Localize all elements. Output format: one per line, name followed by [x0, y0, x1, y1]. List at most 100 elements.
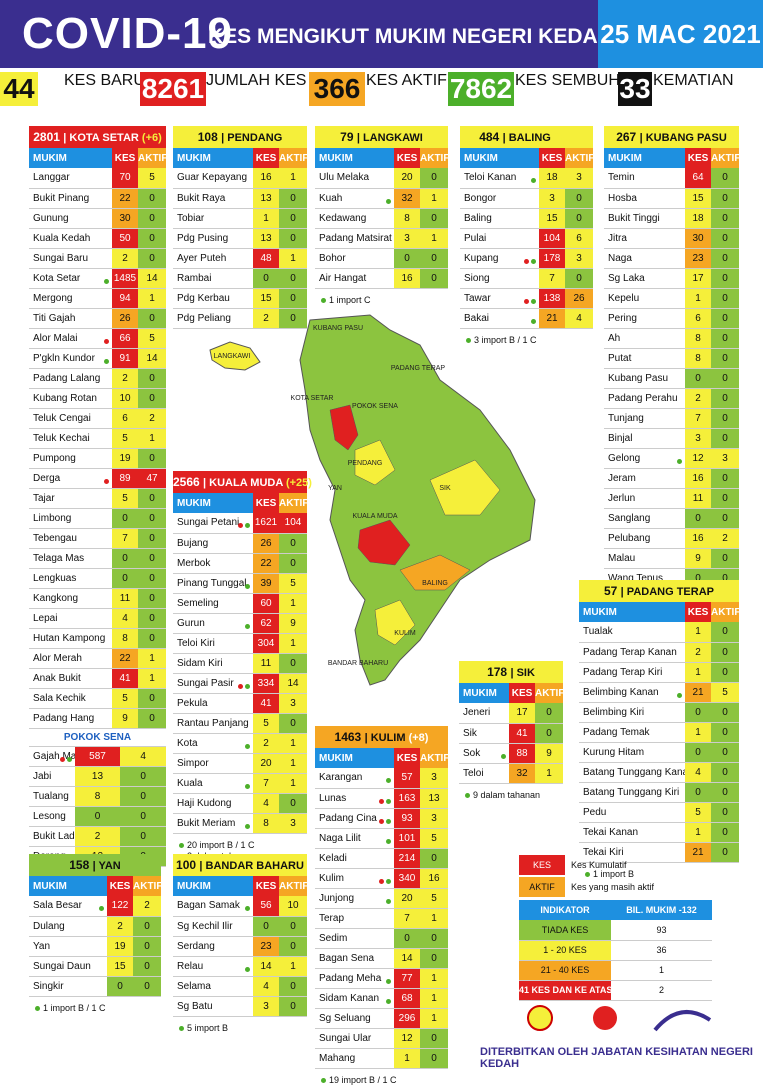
aktif-value: 1 — [138, 288, 166, 309]
table-row: Pelubang 16 2 — [604, 528, 739, 549]
aktif-value: 0 — [138, 228, 166, 249]
district-note: 3 import B / 1 C — [460, 335, 593, 346]
stat-3-label: KES SEMBUH — [515, 72, 620, 89]
table-row: Terap 7 1 — [315, 908, 448, 929]
table-row: Padang Hang 9 0 — [29, 708, 166, 729]
district-name: | BANDAR BAHARU — [199, 860, 304, 872]
green-dot-icon — [466, 337, 471, 343]
table-row: Kubang Rotan 10 0 — [29, 388, 166, 409]
stat-0-number: 44 — [0, 72, 38, 106]
mukim-name: Bohor — [315, 248, 394, 269]
district-note: 9 dalam tahanan — [459, 790, 563, 801]
kes-value: 4 — [685, 762, 711, 783]
col-mukim: MUKIM — [29, 876, 107, 896]
table-row: Sungai Ular 12 0 — [315, 1028, 448, 1049]
kes-value: 9 — [685, 548, 711, 569]
kes-value: 214 — [394, 848, 420, 869]
case-dots — [97, 903, 104, 914]
col-mukim: MUKIM — [459, 683, 509, 703]
table-row: Karangan 57 3 — [315, 768, 448, 789]
kes-value: 9 — [112, 708, 138, 729]
mukim-name: Temin — [604, 168, 685, 189]
green-dot-icon — [245, 783, 250, 789]
table-header: MUKIM KES AKTIF — [459, 683, 563, 703]
aktif-value: 3 — [279, 813, 307, 834]
aktif-value: 0 — [133, 936, 161, 957]
district-kulim: 1463 | KULIM (+8) MUKIM KES AKTIF Karangan 57… — [315, 726, 448, 1086]
aktif-value: 1 — [279, 633, 307, 654]
kes-value: 20 — [253, 753, 279, 774]
aktif-value: 5 — [138, 328, 166, 349]
mukim-name: Serdang — [173, 936, 253, 957]
table-row: Sanglang 0 0 — [604, 508, 739, 529]
mukim-name: Tawar — [460, 288, 539, 309]
table-row: Kedawang 8 0 — [315, 208, 448, 229]
map-kota-setar — [329, 404, 359, 451]
green-dot-icon — [386, 798, 391, 804]
mukim-name: Pdg Peliang — [173, 308, 253, 329]
mukim-name: Padang Matsirat — [315, 228, 394, 249]
aktif-value: 0 — [138, 368, 166, 389]
aktif-value: 0 — [420, 1048, 448, 1069]
indicator-label: 21 - 40 KES — [519, 960, 611, 981]
aktif-value: 0 — [711, 508, 739, 529]
mukim-name: Sg Kechil Ilir — [173, 916, 253, 937]
table-row: Jeneri 17 0 — [459, 703, 563, 724]
table-row: Air Hangat 16 0 — [315, 268, 448, 289]
aktif-value: 0 — [711, 408, 739, 429]
mukim-name: Sungai Baru — [29, 248, 112, 269]
kes-value: 0 — [685, 702, 711, 723]
table-row: Kupang 178 3 — [460, 248, 593, 269]
green-dot-icon — [386, 778, 391, 783]
kes-value: 4 — [253, 793, 279, 814]
aktif-value: 2 — [133, 896, 161, 917]
kes-value: 0 — [394, 248, 420, 269]
aktif-value: 0 — [138, 548, 166, 569]
table-row: Bukit Lada20 — [29, 826, 166, 847]
red-dot-icon — [59, 756, 65, 762]
kes-value: 587 — [74, 746, 121, 767]
aktif-value: 0 — [711, 188, 739, 209]
district-name: | BALING — [502, 132, 551, 144]
district-table: MUKIM KES AKTIF Jeneri 17 0 Sik 41 0 Sok 88 9 Teloi 3… — [459, 683, 563, 784]
mukim-name: Kuah — [315, 188, 394, 209]
table-row: Teloi Kiri 304 1 — [173, 633, 307, 654]
kes-value: 0 — [107, 976, 133, 997]
subdistrict-table: Gajah Mati5874Jabi130Tualang80Lesong00Bu… — [29, 746, 166, 867]
aktif-value: 0 — [279, 653, 307, 674]
kes-value: 17 — [509, 703, 535, 724]
mukim-name: Bujang — [173, 533, 253, 554]
table-row: Teluk Cengai 6 2 — [29, 408, 166, 429]
aktif-value: 0 — [711, 662, 739, 683]
district-table: MUKIM KES AKTIF Temin 64 0 Hosba 15 0 Bukit Tingg… — [604, 148, 739, 589]
table-header: MUKIM KES AKTIF — [579, 602, 739, 622]
table-row: Sidam Kanan 68 1 — [315, 988, 448, 1009]
mukim-name: Sala Kechik — [29, 688, 112, 709]
note-line-1: 1 import B — [593, 868, 635, 879]
table-row: Padang Meha 77 1 — [315, 968, 448, 989]
mukim-name: Singkir — [29, 976, 107, 997]
district-header: 267 | KUBANG PASU — [604, 126, 739, 148]
aktif-value: 1 — [138, 428, 166, 449]
kes-value: 8 — [685, 328, 711, 349]
header: COVID-19 KES MENGIKUT MUKIM NEGERI KEDAH… — [0, 0, 763, 68]
case-dots — [236, 681, 250, 692]
col-mukim: MUKIM — [604, 148, 685, 168]
aktif-value: 0 — [138, 708, 166, 729]
aktif-value: 5 — [711, 682, 739, 703]
aktif-value: 0 — [279, 713, 307, 734]
table-row: Jeram 16 0 — [604, 468, 739, 489]
mukim-name: Langgar — [29, 168, 112, 189]
legend-aktif-swatch: AKTIF — [519, 877, 565, 897]
legend: KES Kes Kumulatif AKTIF Kes yang masih akt… — [519, 855, 658, 897]
col-aktif: AKTIF — [420, 748, 448, 768]
table-header: MUKIM KES AKTIF — [173, 148, 307, 168]
aktif-value: 0 — [711, 822, 739, 843]
district-total: 57 — [603, 584, 621, 598]
mukim-name: Mahang — [315, 1048, 394, 1069]
mukim-name: Alor Malai — [29, 328, 112, 349]
table-row: Padang Temak 1 0 — [579, 722, 739, 743]
table-row: Padang Lalang 2 0 — [29, 368, 166, 389]
map-label: KUALA MUDA — [352, 513, 397, 520]
green-dot-icon — [531, 298, 536, 304]
